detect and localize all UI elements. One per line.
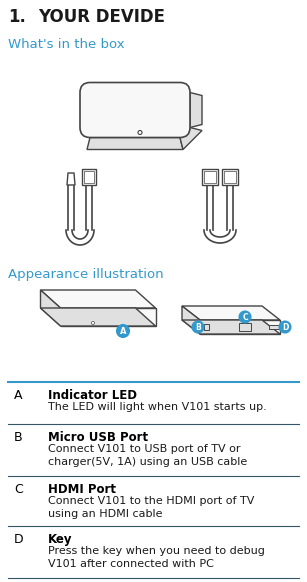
Polygon shape — [41, 290, 60, 326]
Text: 1.: 1. — [8, 8, 26, 26]
Polygon shape — [41, 308, 156, 326]
Bar — [222, 169, 238, 185]
Text: Indicator LED: Indicator LED — [48, 389, 137, 402]
Text: B: B — [195, 322, 201, 332]
Circle shape — [239, 311, 251, 322]
Text: Key: Key — [48, 533, 72, 546]
Polygon shape — [67, 173, 75, 185]
FancyBboxPatch shape — [80, 83, 190, 137]
Polygon shape — [87, 137, 183, 150]
Text: YOUR DEVIDE: YOUR DEVIDE — [38, 8, 165, 26]
Bar — [239, 323, 251, 331]
Text: Micro USB Port: Micro USB Port — [48, 431, 148, 444]
Text: A: A — [14, 389, 22, 402]
Text: Appearance illustration: Appearance illustration — [8, 268, 164, 281]
Bar — [82, 169, 96, 185]
Text: Press the key when you need to debug
V101 after connected with PC: Press the key when you need to debug V10… — [48, 546, 265, 569]
Circle shape — [138, 130, 142, 134]
Text: C: C — [242, 313, 248, 321]
Text: C: C — [14, 483, 23, 496]
Polygon shape — [182, 306, 200, 334]
Text: Connect V101 to the HDMI port of TV
using an HDMI cable: Connect V101 to the HDMI port of TV usin… — [48, 496, 255, 519]
Polygon shape — [180, 127, 202, 150]
Bar — [84, 171, 94, 183]
Circle shape — [117, 325, 129, 337]
Text: B: B — [14, 431, 23, 444]
Circle shape — [192, 321, 204, 332]
Text: A: A — [120, 327, 126, 335]
Text: D: D — [282, 322, 288, 332]
Bar — [204, 171, 216, 183]
Polygon shape — [60, 308, 156, 326]
Polygon shape — [182, 306, 280, 320]
Text: D: D — [14, 533, 24, 546]
Bar — [202, 169, 218, 185]
Polygon shape — [182, 320, 280, 334]
Bar — [204, 324, 209, 330]
Text: What's in the box: What's in the box — [8, 38, 125, 51]
Polygon shape — [200, 320, 280, 334]
Polygon shape — [41, 290, 156, 308]
Circle shape — [91, 321, 95, 325]
Bar — [269, 325, 281, 329]
Text: HDMI Port: HDMI Port — [48, 483, 116, 496]
Polygon shape — [190, 93, 202, 127]
Text: The LED will light when V101 starts up.: The LED will light when V101 starts up. — [48, 402, 267, 412]
Circle shape — [279, 321, 290, 332]
Bar — [224, 171, 236, 183]
Text: Connect V101 to USB port of TV or
charger(5V, 1A) using an USB cable: Connect V101 to USB port of TV or charge… — [48, 444, 247, 467]
